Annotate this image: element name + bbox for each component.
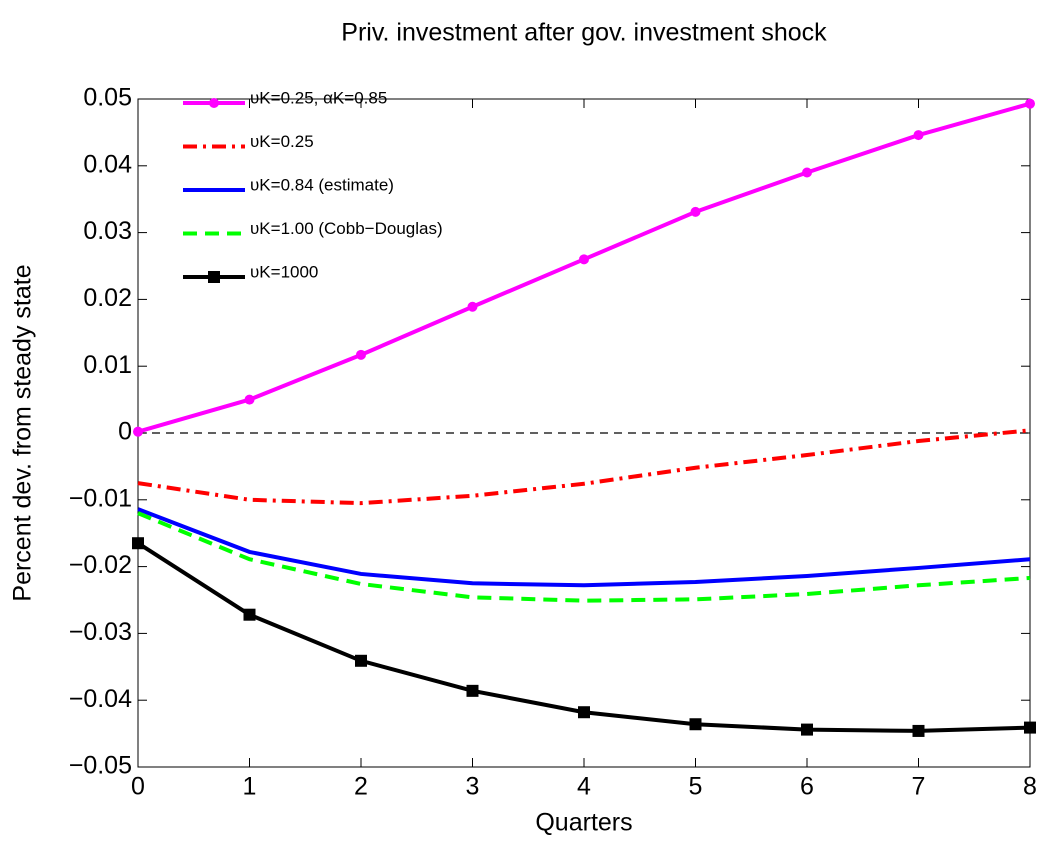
point-marker bbox=[467, 301, 478, 312]
point-marker bbox=[913, 130, 924, 141]
point-marker bbox=[356, 349, 366, 360]
point-marker bbox=[802, 167, 812, 178]
point-marker bbox=[466, 684, 479, 697]
point-marker bbox=[355, 654, 367, 667]
legend-label: υK=0.84 (estimate) bbox=[250, 175, 394, 194]
legend-marker bbox=[209, 98, 219, 108]
y-tick-label: 0.01 bbox=[83, 351, 132, 379]
point-marker bbox=[244, 394, 255, 405]
series-line bbox=[137, 511, 1031, 603]
point-marker bbox=[912, 724, 925, 737]
series-line bbox=[137, 507, 1031, 588]
point-marker bbox=[801, 723, 813, 736]
point-marker bbox=[243, 608, 256, 621]
x-tick-label: 5 bbox=[689, 773, 703, 801]
x-tick-label: 0 bbox=[131, 773, 145, 801]
x-tick-label: 3 bbox=[466, 773, 480, 801]
y-tick-label: −0.02 bbox=[69, 551, 132, 579]
y-tick-label: 0.03 bbox=[83, 217, 132, 245]
x-tick-label: 4 bbox=[577, 773, 591, 801]
x-tick-label: 2 bbox=[354, 773, 368, 801]
point-marker bbox=[132, 537, 144, 550]
chart-title: Priv. investment after gov. investment s… bbox=[341, 19, 827, 47]
point-marker bbox=[579, 254, 589, 265]
point-marker bbox=[133, 426, 143, 437]
point-marker bbox=[1024, 721, 1036, 734]
point-marker bbox=[690, 206, 701, 217]
legend-label: υK=0.25, αK=0.85 bbox=[250, 88, 387, 107]
x-tick-label: 6 bbox=[800, 773, 814, 801]
y-tick-label: −0.05 bbox=[69, 752, 132, 780]
point-marker bbox=[578, 706, 590, 719]
legend-label: υK=1000 bbox=[250, 262, 318, 281]
y-tick-label: −0.03 bbox=[69, 618, 132, 646]
point-marker bbox=[1025, 98, 1035, 109]
legend-label: υK=0.25 bbox=[250, 132, 314, 151]
y-tick-label: 0 bbox=[118, 418, 132, 446]
y-tick-label: −0.01 bbox=[69, 484, 132, 512]
y-tick-label: 0.02 bbox=[83, 284, 132, 312]
series-line bbox=[137, 428, 1031, 506]
legend-label: υK=1.00 (Cobb−Douglas) bbox=[250, 219, 443, 238]
x-tick-label: 1 bbox=[243, 773, 257, 801]
y-tick-label: −0.04 bbox=[69, 685, 132, 713]
x-tick-label: 7 bbox=[912, 773, 926, 801]
point-marker bbox=[689, 718, 702, 731]
legend-marker bbox=[208, 271, 220, 283]
y-tick-label: 0.05 bbox=[83, 84, 132, 112]
y-tick-label: 0.04 bbox=[83, 150, 132, 178]
x-tick-label: 8 bbox=[1023, 773, 1037, 801]
y-axis-label: Percent dev. from steady state bbox=[9, 264, 37, 601]
x-axis-label: Quarters bbox=[535, 809, 632, 837]
